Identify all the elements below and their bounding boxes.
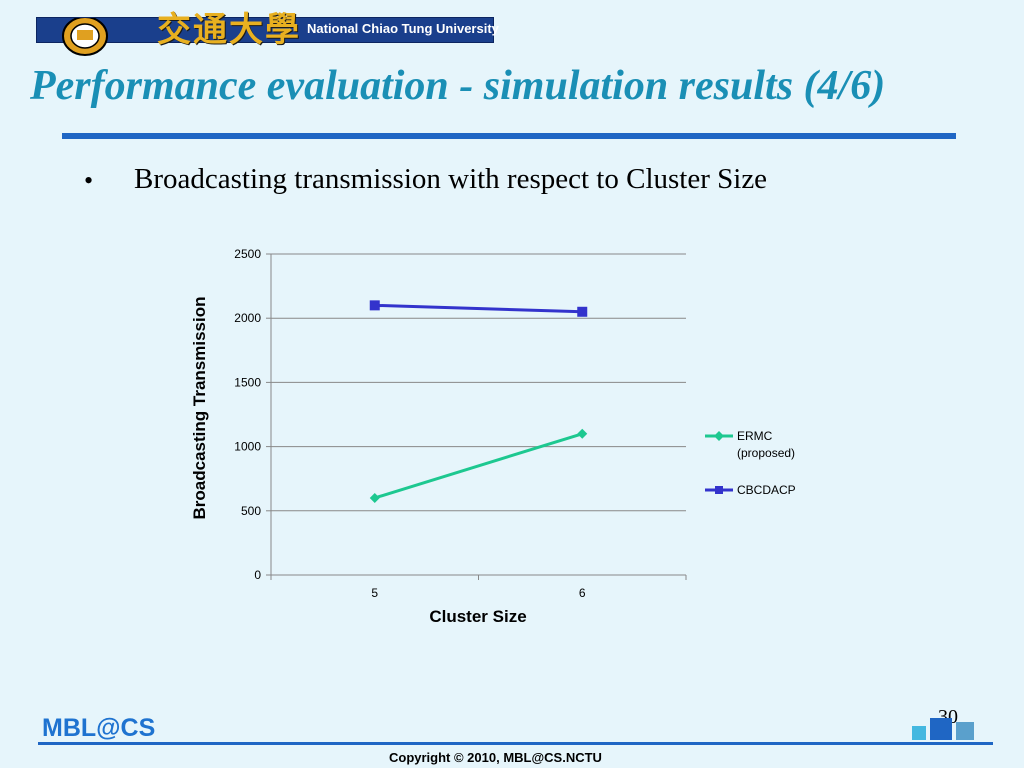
university-name-chinese: 交通大學 — [157, 10, 301, 50]
y-tick-label: 500 — [241, 504, 261, 518]
legend-marker-diamond — [714, 431, 724, 441]
legend-label: ERMC (proposed) — [737, 429, 795, 460]
y-tick-label: 2500 — [234, 247, 261, 261]
decorative-squares-icon — [912, 718, 974, 740]
chart-series — [369, 300, 588, 503]
mbl-logo: MBL@CS — [42, 714, 156, 742]
y-tick-label: 2000 — [234, 311, 261, 325]
series-line-0 — [374, 432, 583, 500]
x-tick-label: 6 — [579, 586, 586, 600]
university-name-english: National Chiao Tung University — [307, 21, 499, 36]
data-point-diamond — [577, 428, 588, 439]
chart-legend: ERMC (proposed) CBCDACP — [705, 429, 796, 497]
y-axis-ticks: 0 500 1000 1500 2000 2500 — [234, 247, 261, 582]
chart-gridlines — [266, 253, 686, 576]
footer-divider — [38, 742, 993, 745]
legend-label: CBCDACP — [737, 483, 796, 497]
y-tick-label: 0 — [254, 568, 261, 582]
university-logo-icon — [62, 18, 108, 56]
slide-title: Performance evaluation - simulation resu… — [30, 63, 886, 109]
title-divider — [62, 133, 956, 139]
x-tick-label: 5 — [371, 586, 378, 600]
x-axis-label: Cluster Size — [429, 607, 526, 626]
bullet-text: Broadcasting transmission with respect t… — [134, 163, 768, 195]
legend-marker-square — [715, 486, 723, 494]
university-banner: 交通大學 National Chiao Tung University — [36, 12, 499, 56]
series-line-1 — [374, 303, 583, 314]
y-tick-label: 1500 — [234, 375, 261, 389]
data-point-square — [369, 300, 380, 311]
data-point-diamond — [369, 492, 380, 503]
copyright-text: Copyright © 2010, MBL@CS.NCTU — [389, 750, 602, 765]
data-point-square — [577, 306, 588, 317]
bullet-icon: • — [84, 166, 94, 195]
y-tick-label: 1000 — [234, 440, 261, 454]
y-axis-label: Broadcasting Transmission — [190, 297, 209, 520]
